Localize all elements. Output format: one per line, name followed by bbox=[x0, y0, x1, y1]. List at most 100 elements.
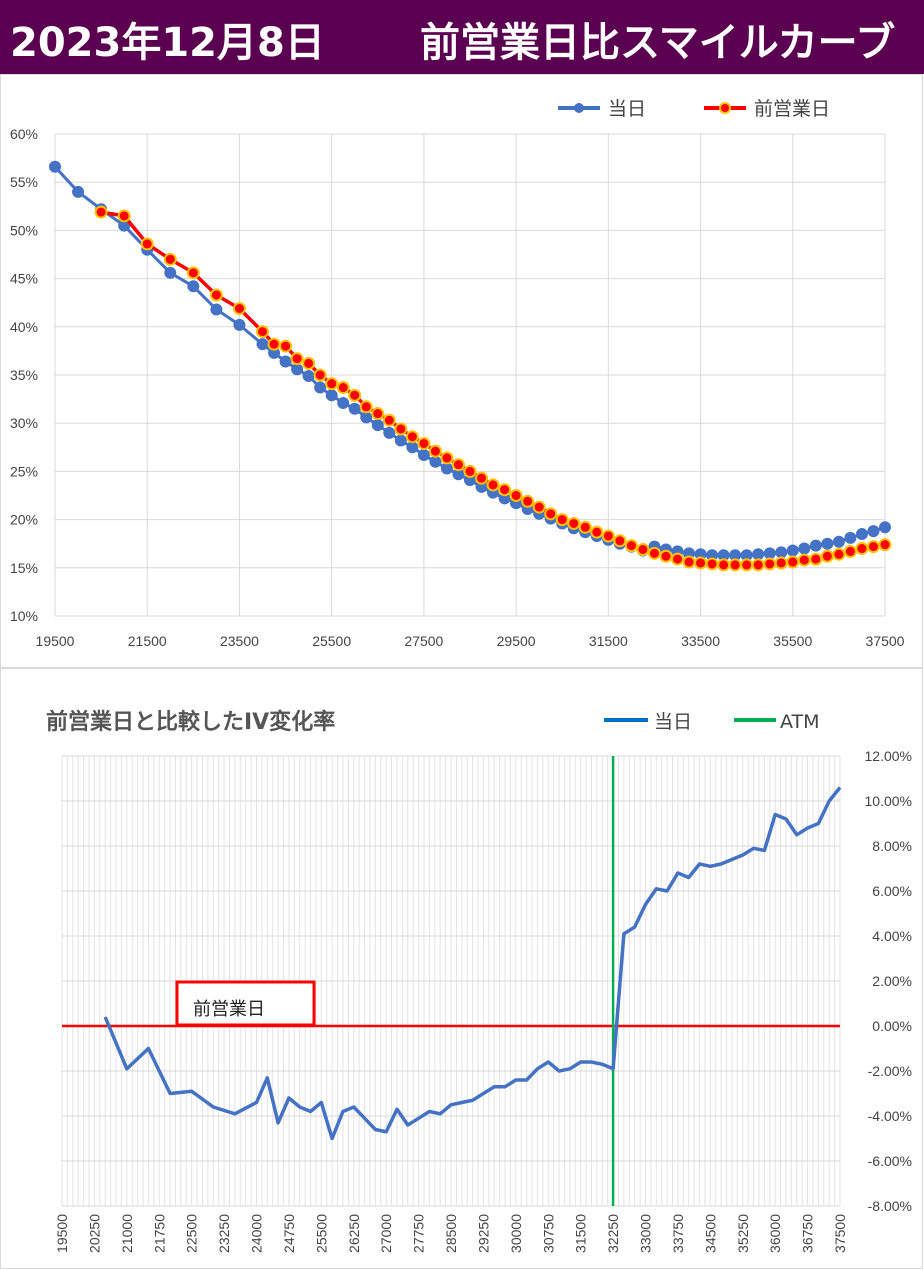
data-point-today bbox=[164, 266, 177, 279]
data-point-prev bbox=[786, 555, 800, 569]
data-point-today bbox=[879, 521, 891, 534]
data-point-today bbox=[717, 549, 730, 562]
data-point-today bbox=[406, 441, 419, 454]
data-point-prev bbox=[417, 436, 431, 450]
x-tick-label: 21750 bbox=[151, 1214, 167, 1253]
data-point-prev bbox=[498, 483, 512, 497]
data-point-today bbox=[233, 318, 246, 331]
data-point-prev bbox=[428, 444, 442, 458]
data-point-today bbox=[72, 185, 85, 198]
y-tick-label: 55% bbox=[10, 174, 38, 190]
data-point-prev bbox=[302, 356, 316, 370]
data-point-prev bbox=[140, 237, 154, 251]
data-point-prev bbox=[313, 368, 327, 382]
x-tick-label: 36750 bbox=[800, 1214, 816, 1253]
data-point-prev bbox=[336, 381, 350, 395]
data-point-prev bbox=[232, 301, 246, 315]
chart2-title: 前営業日と比較したIV変化率 bbox=[46, 709, 335, 735]
data-point-today bbox=[371, 419, 384, 432]
data-point-prev bbox=[774, 556, 788, 570]
data-point-today bbox=[763, 547, 776, 560]
x-tick-label: 33500 bbox=[681, 633, 720, 649]
data-point-prev bbox=[809, 552, 823, 566]
data-point-prev bbox=[117, 209, 131, 223]
series-line-iv-change bbox=[103, 786, 842, 1141]
data-point-prev bbox=[163, 252, 177, 266]
data-point-today bbox=[417, 449, 430, 462]
y-tick-label: -2.00% bbox=[868, 1063, 912, 1079]
y-tick-label: 0.00% bbox=[872, 1018, 912, 1034]
legend-prev: 前営業日 bbox=[754, 98, 830, 120]
data-point-prev bbox=[740, 558, 754, 572]
data-point-prev bbox=[382, 413, 396, 427]
data-point-today bbox=[867, 525, 880, 538]
data-point-prev bbox=[728, 558, 742, 572]
data-point-prev bbox=[751, 558, 765, 572]
data-point-prev bbox=[866, 540, 880, 554]
x-tick-label: 25500 bbox=[312, 633, 351, 649]
data-point-today bbox=[118, 219, 131, 232]
y-tick-label: 10% bbox=[10, 608, 38, 624]
data-point-prev bbox=[567, 516, 581, 530]
data-point-prev bbox=[279, 339, 293, 353]
x-tick-label: 20250 bbox=[86, 1214, 102, 1253]
data-point-prev bbox=[521, 494, 535, 508]
data-point-today bbox=[360, 411, 373, 424]
data-point-prev bbox=[359, 400, 373, 414]
y-tick-label: 50% bbox=[10, 222, 38, 238]
data-point-prev bbox=[325, 377, 339, 391]
data-point-prev bbox=[647, 546, 661, 560]
x-tick-label: 29500 bbox=[497, 633, 536, 649]
x-tick-label: 23250 bbox=[216, 1214, 232, 1253]
y-tick-label: 60% bbox=[10, 126, 38, 142]
data-point-today bbox=[798, 542, 811, 555]
x-tick-label: 27500 bbox=[404, 633, 443, 649]
data-point-prev bbox=[475, 471, 489, 485]
data-point-prev bbox=[659, 549, 673, 563]
data-point-today bbox=[452, 468, 465, 481]
data-point-today bbox=[832, 535, 845, 548]
data-point-prev bbox=[463, 464, 477, 478]
x-tick-label: 24000 bbox=[249, 1214, 265, 1253]
x-tick-label: 35500 bbox=[773, 633, 812, 649]
legend-today: 当日 bbox=[608, 98, 646, 120]
data-point-prev bbox=[878, 538, 892, 552]
data-point-prev bbox=[855, 542, 869, 556]
x-tick-label: 35250 bbox=[735, 1214, 751, 1253]
y-tick-label: 10.00% bbox=[865, 793, 912, 809]
data-point-prev bbox=[832, 547, 846, 561]
data-point-today bbox=[383, 426, 396, 439]
data-point-prev bbox=[94, 205, 108, 219]
prev-day-annotation: 前営業日 bbox=[175, 980, 316, 1027]
data-point-today bbox=[337, 396, 350, 409]
x-tick-label: 33750 bbox=[670, 1214, 686, 1253]
data-point-today bbox=[740, 549, 753, 562]
y-tick-label: -4.00% bbox=[868, 1108, 912, 1124]
data-point-today bbox=[210, 303, 223, 316]
x-tick-label: 37500 bbox=[832, 1214, 848, 1253]
data-point-prev bbox=[671, 552, 684, 566]
data-point-prev bbox=[555, 513, 569, 527]
data-point-prev bbox=[705, 557, 719, 571]
data-point-today bbox=[786, 544, 799, 557]
x-tick-label: 34500 bbox=[702, 1214, 718, 1253]
header-banner: 2023年12月8日 前営業日比スマイルカーブ bbox=[0, 0, 924, 74]
data-point-prev bbox=[290, 352, 304, 366]
data-point-prev bbox=[590, 525, 604, 539]
data-point-today bbox=[429, 455, 442, 468]
x-tick-label: 37500 bbox=[866, 633, 905, 649]
smile-curve-chart: 60% 55% 50% 45% 40% 35% 30% 25% 20% 15% 10% 19500 2… bbox=[0, 74, 923, 668]
data-point-today bbox=[302, 369, 315, 382]
data-point-today bbox=[775, 546, 788, 559]
data-point-prev bbox=[509, 489, 523, 502]
data-point-prev bbox=[348, 388, 362, 402]
data-point-prev bbox=[440, 451, 454, 465]
annotation-label: 前営業日 bbox=[193, 999, 265, 1020]
x-tick-label: 30750 bbox=[540, 1214, 556, 1253]
x-tick-label: 19500 bbox=[36, 633, 75, 649]
y-tick-label: 12.00% bbox=[865, 748, 912, 764]
data-point-prev bbox=[820, 549, 834, 563]
data-point-today bbox=[729, 549, 742, 562]
data-point-prev bbox=[486, 478, 500, 492]
x-tick-label: 29250 bbox=[475, 1214, 491, 1253]
